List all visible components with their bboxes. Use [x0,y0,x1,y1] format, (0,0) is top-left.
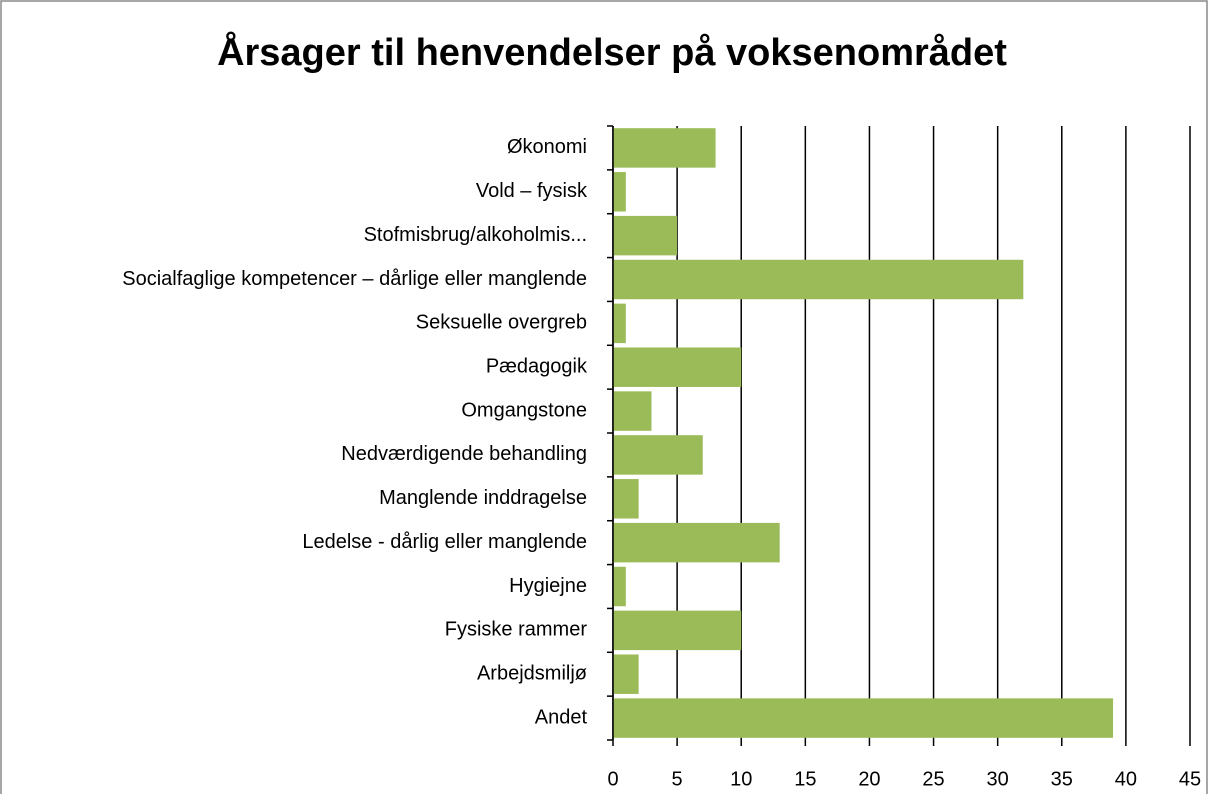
x-tick-label: 15 [794,768,816,790]
bar [613,128,716,168]
y-tick-label: Arbejdsmiljø [477,662,587,684]
bar [613,215,678,256]
x-tick-label: 20 [858,768,880,790]
y-tick-label: Manglende inddragelse [379,487,587,509]
x-tick-label: 40 [1115,768,1137,790]
x-tick-label: 35 [1051,768,1073,790]
x-tick-label: 30 [987,768,1009,790]
y-tick-label: Socialfaglige kompetencer – dårlige elle… [122,268,587,290]
bar [613,347,742,387]
y-tick-label: Ledelse - dårlig eller manglende [302,531,587,553]
bar [613,303,626,344]
y-tick-label: Andet [535,706,588,728]
y-tick-label: Stofmisbrug/alkoholmis... [364,224,587,246]
x-tick-label: 5 [672,768,683,790]
bar [613,566,626,607]
y-tick-label: Nedværdigende behandling [341,443,587,465]
y-tick-label: Fysiske rammer [445,619,588,641]
bar [613,172,626,212]
x-tick-label: 25 [922,768,944,790]
bar [613,479,639,519]
y-tick-label: Hygiejne [509,575,587,597]
x-tick-label: 10 [730,768,752,790]
chart-title: Årsager til henvendelser på voksenområde… [217,30,1007,74]
bar [613,522,780,563]
y-tick-label: Økonomi [507,136,587,158]
bar [613,610,742,651]
bar [613,391,652,431]
y-tick-label: Vold – fysisk [476,180,588,202]
bar [613,654,639,694]
y-tick-label: Omgangstone [461,399,587,421]
bar [613,259,1024,300]
y-tick-label: Pædagogik [486,355,588,377]
x-tick-label: 0 [607,768,618,790]
x-tick-label: 45 [1179,768,1201,790]
bar [613,435,703,475]
y-tick-label: Seksuelle overgreb [416,312,587,334]
bar [613,698,1114,738]
